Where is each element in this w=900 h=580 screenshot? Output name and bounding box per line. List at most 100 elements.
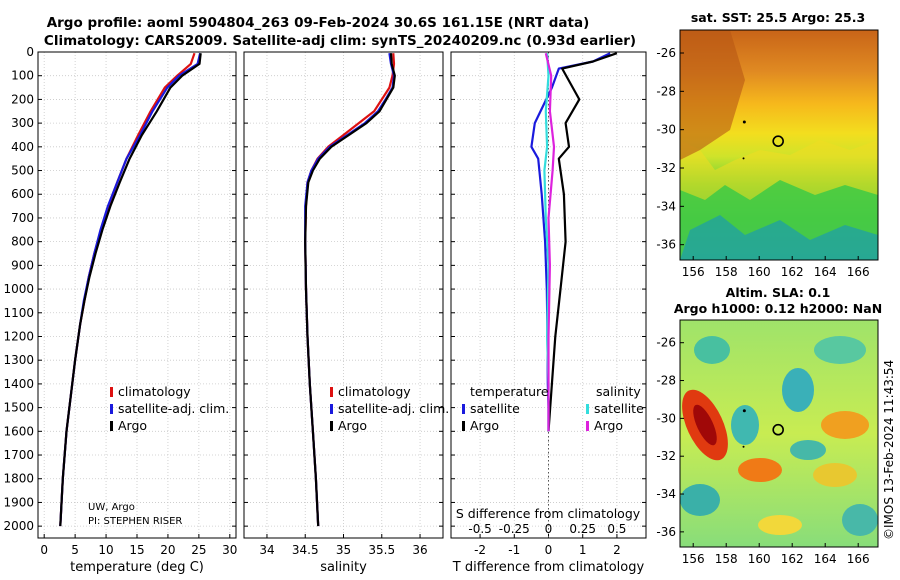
x-tick-label: 0: [40, 543, 48, 557]
map-x-tick-label: 166: [847, 552, 870, 566]
x-tick-label: 35.5: [368, 543, 395, 557]
y-tick-label: 2000: [3, 519, 34, 533]
legend-label-satellite: satellite-adj. clim.: [338, 401, 449, 416]
x-axis-label: salinity: [320, 560, 367, 575]
x-tick-label: 2: [613, 543, 621, 557]
legend-swatch-s-argo: [586, 421, 589, 431]
map-y-tick-label: -36: [656, 525, 676, 539]
title-line-2: Climatology: CARS2009. Satellite-adj cli…: [44, 33, 636, 49]
y-tick-label: 200: [11, 92, 34, 106]
plot-frame: [450, 51, 647, 539]
legend-label-argo: Argo: [118, 418, 147, 433]
s-difference-axis-label: S difference from climatology: [456, 506, 641, 521]
y-tick-label: 0: [26, 45, 34, 59]
map-x-tick-label: 158: [715, 552, 738, 566]
legend-swatch-climatology: [110, 387, 113, 397]
x-axis-label: temperature (deg C): [70, 560, 204, 575]
sst-hot-core: [680, 30, 745, 160]
map-y-tick-label: -26: [656, 336, 676, 350]
map-frame: [679, 29, 879, 261]
island-marker: [742, 120, 746, 124]
map-y-tick-label: -30: [656, 123, 676, 137]
sla-map-axes: 156 158 160 162 164 166 -26 -28 -30 -32 -34 -36: [656, 319, 879, 566]
salinity-legend: climatology satellite-adj. clim. Argo: [330, 384, 449, 433]
x-tick-label: 1: [579, 543, 587, 557]
x-tick-label: 5: [71, 543, 79, 557]
map-x-tick-label: 164: [814, 265, 837, 279]
legend-swatch-argo: [110, 421, 113, 431]
legend-swatch-t-argo: [462, 421, 465, 431]
legend-swatch-t-satellite: [462, 404, 465, 414]
salinity-panel: 34 34.5 35 35.5 36 salinity: [243, 51, 444, 575]
sla-eddy-warm-3: [821, 411, 869, 439]
x-top-tick-label: -0.25: [499, 522, 530, 536]
map-x-tick-label: 156: [682, 265, 705, 279]
map-x-tick-label: 162: [781, 552, 804, 566]
y-tick-label: 1400: [3, 377, 34, 391]
temperature-legend: climatology satellite-adj. clim. Argo: [110, 384, 229, 433]
island-marker: [742, 445, 745, 448]
map-y-tick-label: -32: [656, 449, 676, 463]
legend-label-satellite: satellite-adj. clim.: [118, 401, 229, 416]
sla-map-title-2: Argo h1000: 0.12 h2000: NaN: [674, 301, 882, 316]
argo-position-marker: [772, 423, 784, 436]
sla-eddy-warm-4: [813, 463, 857, 487]
y-tick-label: 1900: [3, 495, 34, 509]
sla-eddy-warm-core: [693, 404, 717, 446]
sst-map-title: sat. SST: 25.5 Argo: 25.3: [691, 10, 865, 25]
y-tick-label: 1700: [3, 448, 34, 462]
series-line: [304, 53, 396, 527]
legend-label-s-argo: Argo: [594, 418, 623, 433]
legend-title-salinity: salinity: [596, 384, 641, 399]
y-tick-label: 100: [11, 69, 34, 83]
sla-map: Altim. SLA: 0.1 Argo h1000: 0.12 h2000: …: [656, 285, 882, 566]
map-x-tick-label: 164: [814, 552, 837, 566]
legend-label-t-satellite: satellite: [470, 401, 520, 416]
legend-label-t-argo: Argo: [470, 418, 499, 433]
sla-map-title-1: Altim. SLA: 0.1: [726, 285, 831, 300]
series-line: [59, 53, 202, 527]
x-axis-label: T difference from climatology: [452, 560, 645, 575]
map-y-tick-label: -28: [656, 374, 676, 388]
map-y-tick-label: -30: [656, 411, 676, 425]
sst-map: sat. SST: 25.5 Argo: 25.3 156 158 160 162 16…: [656, 10, 879, 279]
y-tick-label: 1000: [3, 282, 34, 296]
map-y-tick-label: -34: [656, 487, 676, 501]
x-tick-label: 34.5: [292, 543, 319, 557]
y-tick-label: 1600: [3, 424, 34, 438]
legend-swatch-satellite: [110, 404, 113, 414]
sla-eddy-warm-2: [738, 458, 782, 482]
y-tick-label: 900: [11, 258, 34, 272]
x-tick-label: 35: [336, 543, 351, 557]
difference-legend: temperature salinity satellite Argo sate…: [462, 384, 644, 433]
sla-eddy-cold-5: [790, 440, 826, 460]
map-x-tick-label: 156: [682, 552, 705, 566]
credit-line-1: UW, Argo: [88, 502, 135, 513]
sla-eddy-warm-5: [758, 515, 802, 535]
x-tick-label: 30: [222, 543, 237, 557]
series-line: [544, 52, 556, 432]
sla-eddy-cold-7: [842, 504, 878, 536]
y-tick-label: 800: [11, 235, 34, 249]
y-tick-label: 500: [11, 164, 34, 178]
y-tick-label: 1800: [3, 472, 34, 486]
legend-swatch-argo: [330, 421, 333, 431]
y-tick-label: 700: [11, 211, 34, 225]
y-tick-label: 1200: [3, 329, 34, 343]
title-line-1: Argo profile: aoml 5904804_263 09-Feb-20…: [47, 15, 590, 31]
legend-label-s-satellite: satellite: [594, 401, 644, 416]
map-x-tick-label: 166: [847, 265, 870, 279]
plot-frame: [37, 51, 237, 539]
sla-eddy-cold-1: [694, 336, 730, 364]
argo-position-marker: [772, 135, 784, 147]
map-y-tick-label: -26: [656, 46, 676, 60]
legend-swatch-climatology: [330, 387, 333, 397]
credit-line-2: PI: STEPHEN RISER: [88, 516, 182, 527]
plot-frame: [243, 51, 444, 539]
y-tick-label: 1300: [3, 353, 34, 367]
sla-eddy-cold-6: [680, 484, 720, 516]
x-top-tick-label: 0: [545, 522, 553, 536]
y-tick-label: 1500: [3, 401, 34, 415]
x-top-tick-label: 0.5: [607, 522, 626, 536]
